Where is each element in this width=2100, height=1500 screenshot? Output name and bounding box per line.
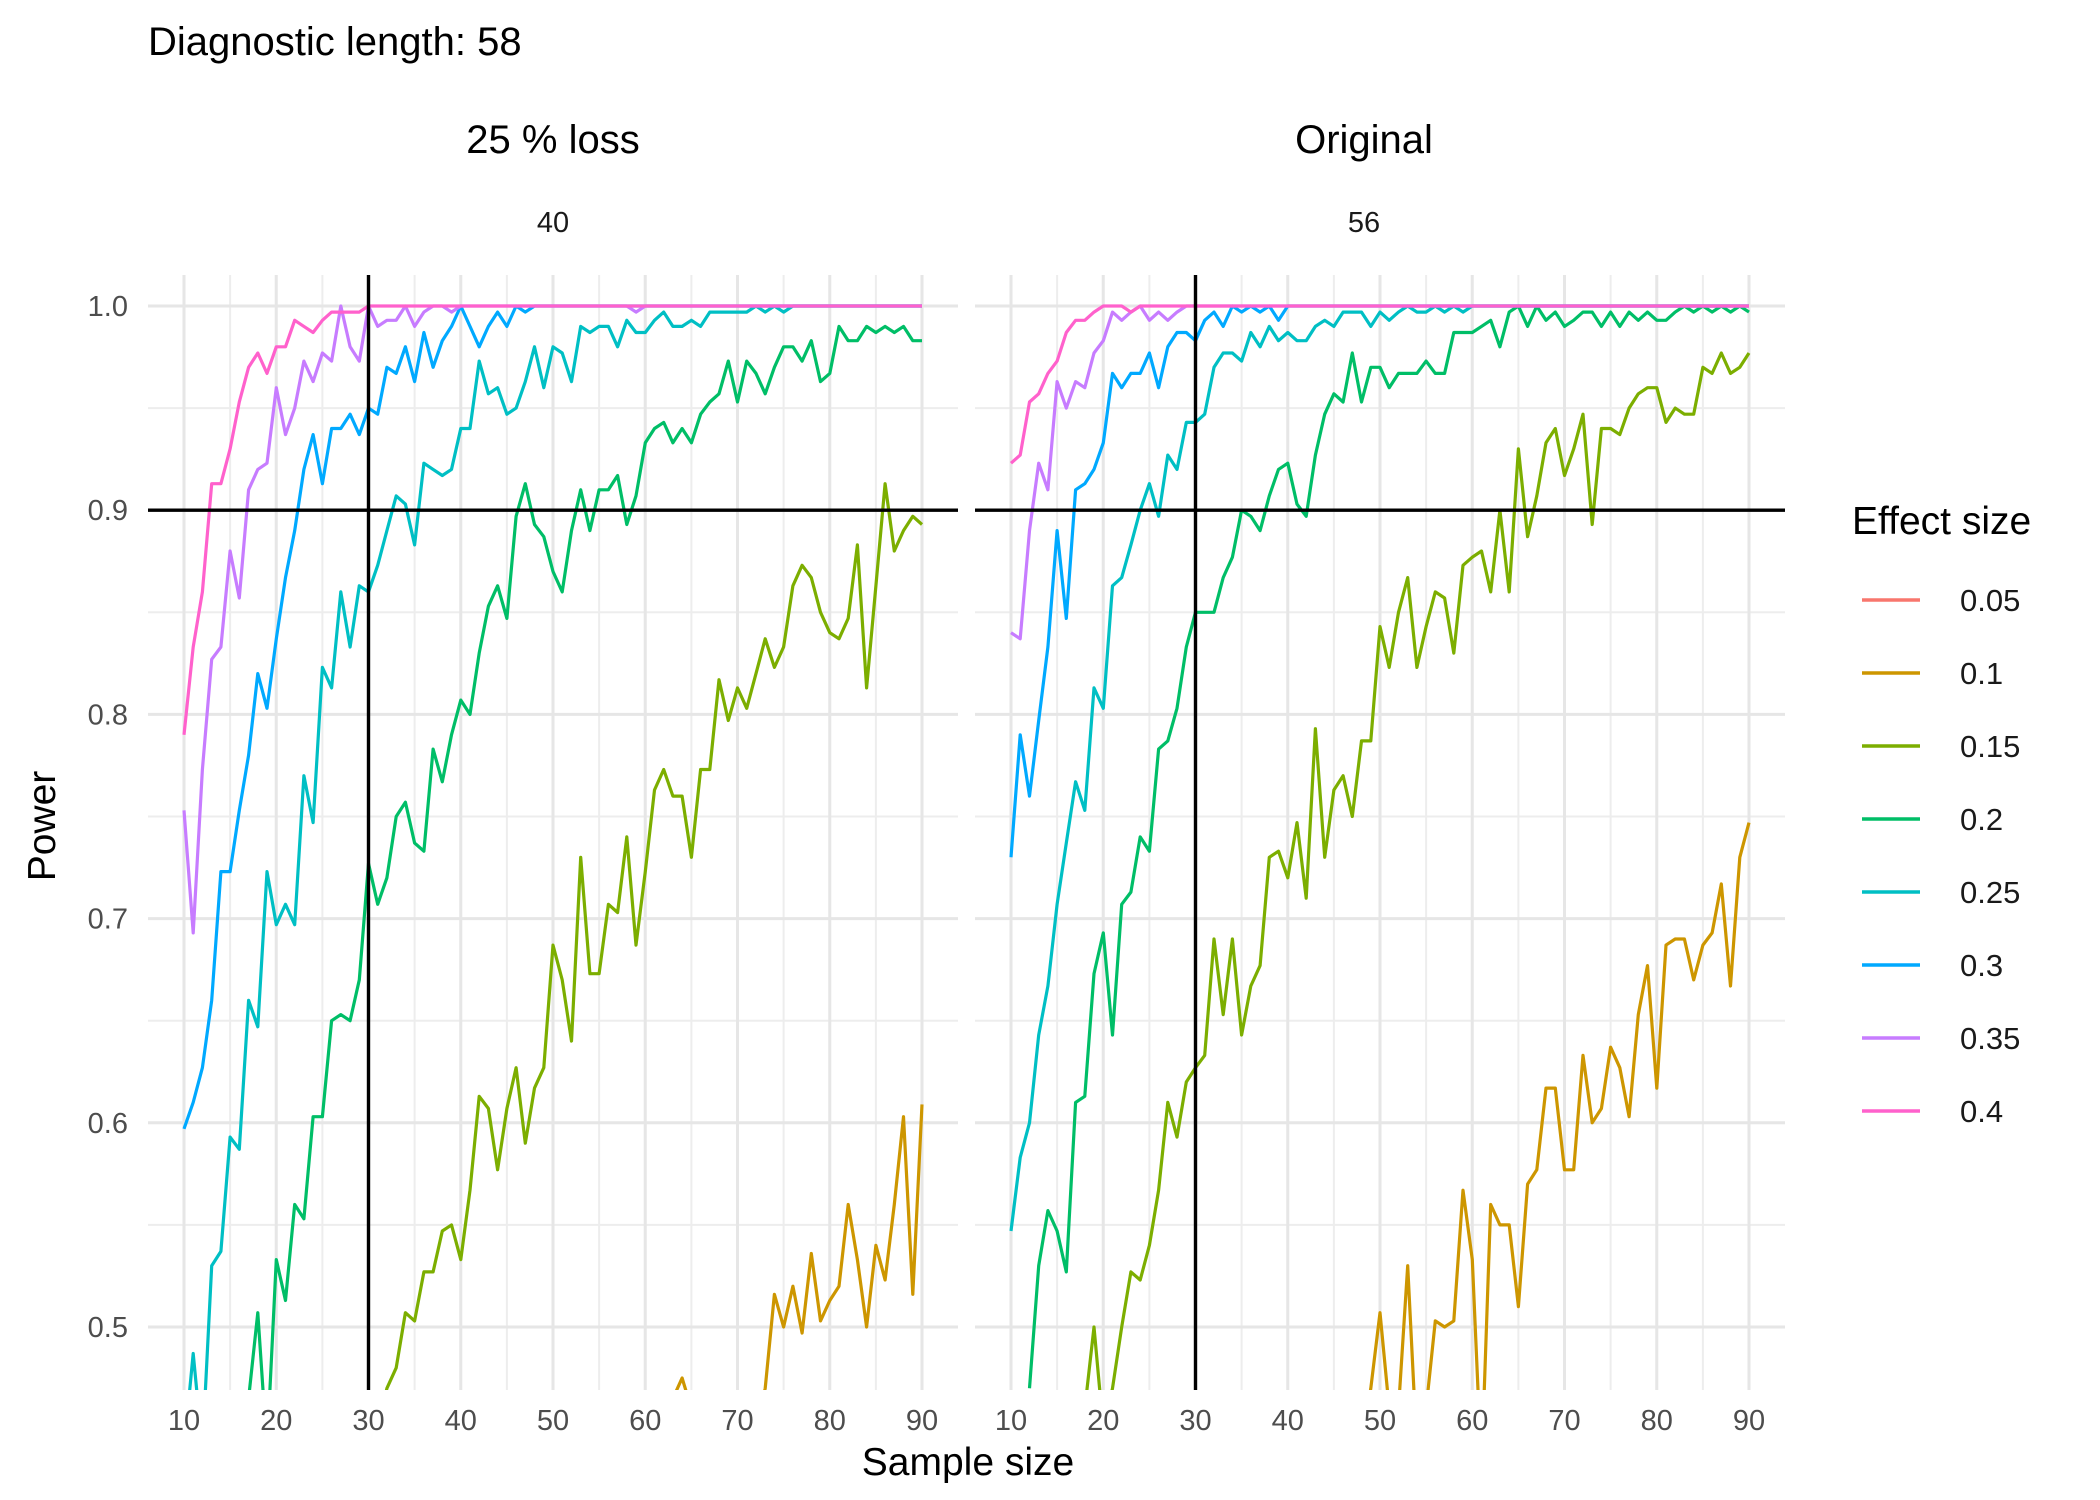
legend-title: Effect size <box>1852 500 2031 543</box>
legend-label: 0.25 <box>1960 875 2020 910</box>
y-tick-label: 0.7 <box>88 904 128 936</box>
series-line-0-4 <box>182 304 922 735</box>
legend-item: 0.4 <box>1862 1094 2003 1129</box>
x-tick-label: 50 <box>1364 1405 1396 1437</box>
x-tick-label: 10 <box>168 1405 200 1437</box>
x-tick-label: 70 <box>721 1405 753 1437</box>
panel-grid <box>975 275 1785 1390</box>
x-tick-label: 50 <box>537 1405 569 1437</box>
y-tick-label: 0.8 <box>88 699 128 731</box>
panel-x-ticks: 10 20 30 40 50 60 70 80 90 <box>168 1405 938 1437</box>
x-tick-label: 10 <box>995 1405 1027 1437</box>
series-line-0-4 <box>1009 304 1749 465</box>
series-line-0-15 <box>384 482 924 1390</box>
y-tick-label: 0.9 <box>88 495 128 527</box>
y-axis-ticks: 0.5 0.6 0.7 0.8 0.9 1.0 <box>88 291 128 1344</box>
legend: Effect size 0.05 0.1 0.15 0.2 0.25 0.3 0.35 0.4 <box>1852 500 2031 1129</box>
legend-label: 0.4 <box>1960 1094 2003 1129</box>
x-tick-label: 40 <box>445 1405 477 1437</box>
x-tick-label: 20 <box>260 1405 292 1437</box>
x-tick-label: 30 <box>352 1405 384 1437</box>
legend-label: 0.1 <box>1960 656 2003 691</box>
panel-reference-lines <box>975 275 1785 1390</box>
legend-label: 0.05 <box>1960 583 2020 618</box>
panel-subtitle: 56 <box>1348 207 1380 239</box>
panel-reference-lines <box>148 275 958 1390</box>
legend-label: 0.2 <box>1960 802 2003 837</box>
x-axis-label: Sample size <box>862 1441 1074 1484</box>
panel-strip-label: 25 % loss <box>466 118 639 162</box>
x-tick-label: 90 <box>906 1405 938 1437</box>
legend-item: 0.15 <box>1862 729 2020 764</box>
panel-series <box>182 304 924 1390</box>
x-tick-label: 20 <box>1087 1405 1119 1437</box>
legend-item: 0.3 <box>1862 948 2003 983</box>
legend-item: 0.25 <box>1862 875 2020 910</box>
x-tick-label: 90 <box>1733 1405 1765 1437</box>
panel-25-percent-loss: 25 % loss 40 10 20 30 40 50 60 70 80 90 <box>148 118 958 1437</box>
y-tick-label: 1.0 <box>88 291 128 323</box>
series-line-0-15 <box>1085 351 1751 1390</box>
x-tick-label: 70 <box>1548 1405 1580 1437</box>
y-tick-label: 0.6 <box>88 1108 128 1140</box>
y-tick-label: 0.5 <box>88 1312 128 1344</box>
x-tick-label: 80 <box>1641 1405 1673 1437</box>
legend-items: 0.05 0.1 0.15 0.2 0.25 0.3 0.35 0.4 <box>1862 583 2020 1129</box>
legend-label: 0.3 <box>1960 948 2003 983</box>
panel-original: Original 56 10 20 30 40 50 60 70 80 90 <box>975 118 1785 1437</box>
series-line-0-1 <box>674 1104 924 1390</box>
x-tick-label: 40 <box>1272 1405 1304 1437</box>
panel-strip-label: Original <box>1295 118 1433 162</box>
legend-item: 0.05 <box>1862 583 2020 618</box>
legend-label: 0.35 <box>1960 1021 2020 1056</box>
series-line-0-2 <box>247 324 922 1390</box>
x-tick-label: 60 <box>1456 1405 1488 1437</box>
y-axis-label: Power <box>21 771 64 882</box>
legend-item: 0.2 <box>1862 802 2003 837</box>
legend-item: 0.35 <box>1862 1021 2020 1056</box>
chart-title: Diagnostic length: 58 <box>148 20 522 64</box>
series-line-0-2 <box>1027 304 1750 1389</box>
legend-label: 0.15 <box>1960 729 2020 764</box>
x-tick-label: 80 <box>814 1405 846 1437</box>
legend-item: 0.1 <box>1862 656 2003 691</box>
panel-x-ticks: 10 20 30 40 50 60 70 80 90 <box>995 1405 1765 1437</box>
panel-subtitle: 40 <box>537 207 569 239</box>
series-line-0-1 <box>1368 822 1751 1390</box>
x-tick-label: 60 <box>629 1405 661 1437</box>
x-tick-label: 30 <box>1179 1405 1211 1437</box>
